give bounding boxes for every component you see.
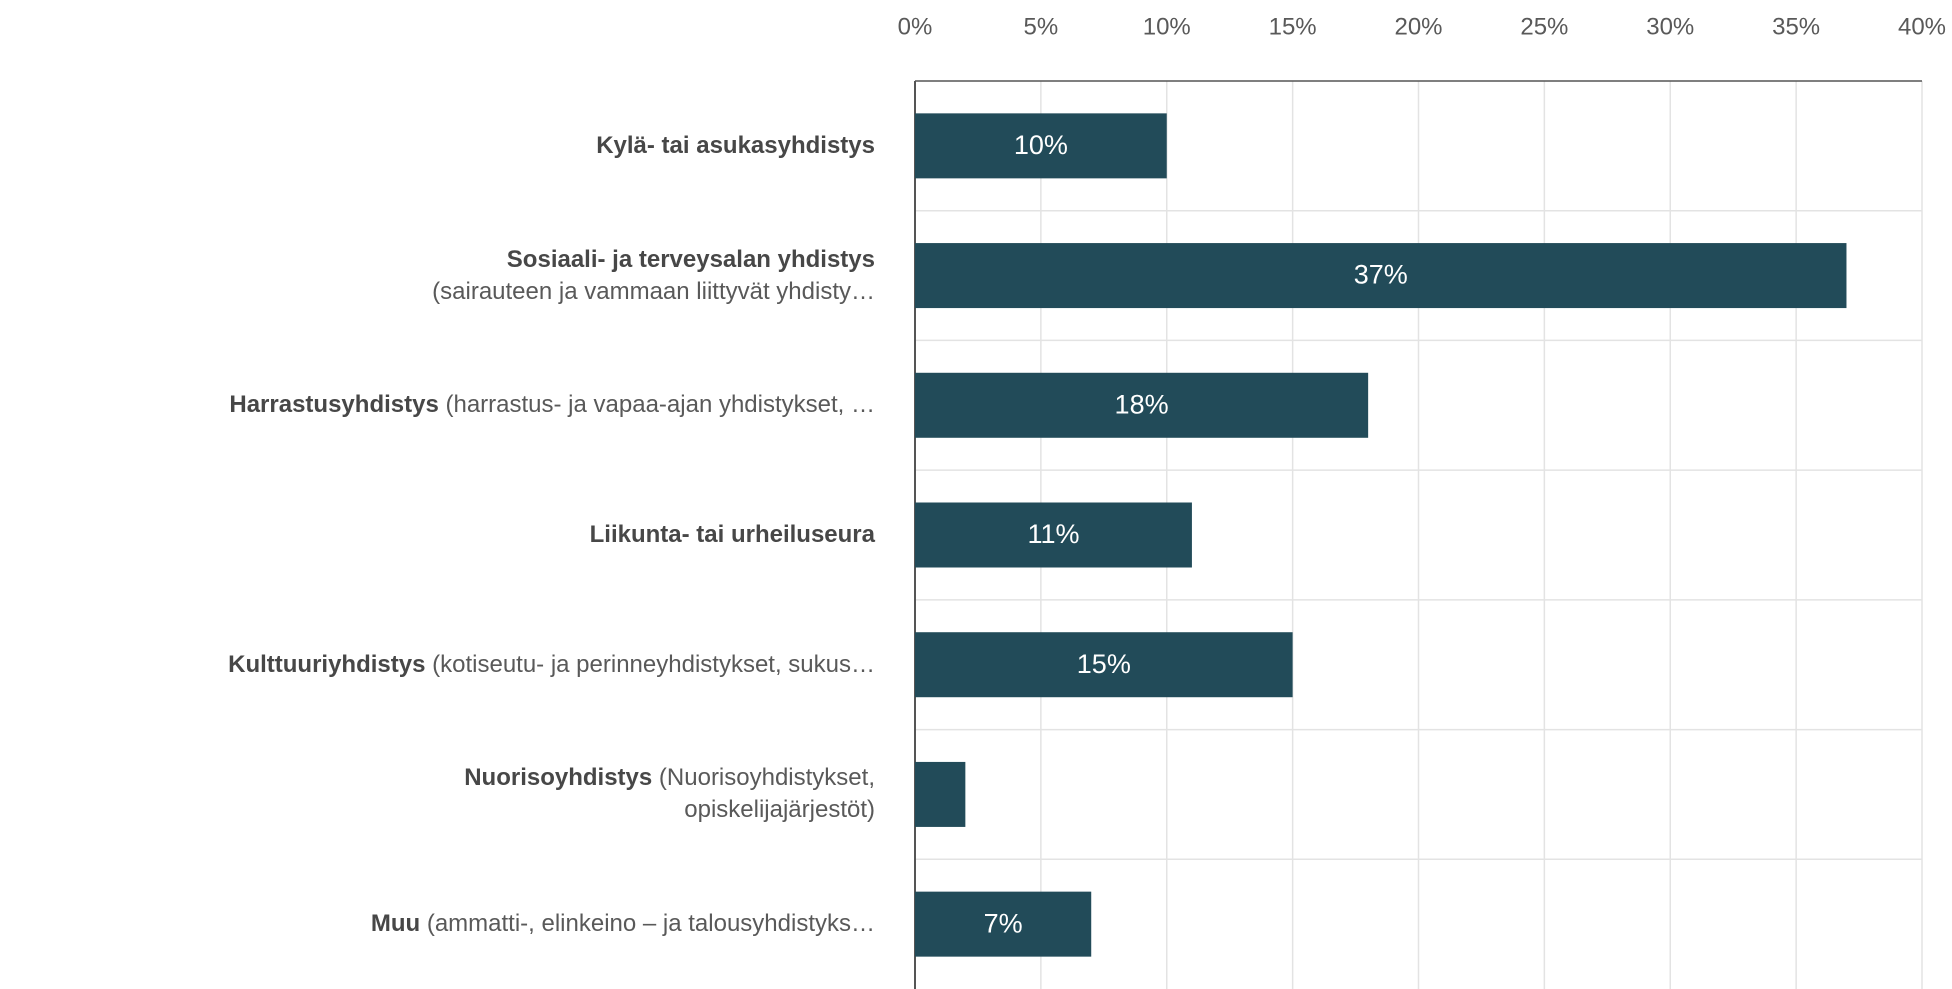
bar	[915, 632, 1293, 698]
category-detail: (sairauteen ja vammaan liittyvät yhdisty…	[432, 277, 875, 305]
label-line: (sairauteen ja vammaan liittyvät yhdisty…	[0, 276, 875, 308]
category-name: Kylä- tai asukasyhdistys	[596, 131, 875, 159]
category-label: Nuorisoyhdistys (Nuorisoyhdistykset, opis…	[0, 762, 875, 826]
category-name: Kulttuuriyhdistys	[228, 650, 426, 678]
data-label: 7%	[984, 908, 1023, 938]
category-name: Nuorisoyhdistys	[464, 764, 653, 792]
category-label: Liikunta- tai urheiluseura	[0, 519, 875, 551]
category-name: Liikunta- tai urheiluseura	[589, 521, 875, 548]
label-line: Liikunta- tai urheiluseura	[0, 519, 875, 551]
x-tick-label: 30%	[1646, 13, 1694, 40]
category-label: Muu (ammatti-, elinkeino – ja talousyhdi…	[0, 908, 875, 940]
x-tick-label: 0%	[898, 13, 933, 40]
bar	[915, 243, 1847, 309]
x-tick-label: 5%	[1024, 13, 1059, 40]
data-label: 37%	[1354, 260, 1408, 290]
bar	[915, 761, 966, 827]
bar	[915, 372, 1369, 438]
data-label: 11%	[1027, 519, 1079, 549]
x-tick-label: 10%	[1143, 13, 1191, 40]
category-detail: (kotiseutu- ja perinneyhdistykset, sukus…	[432, 650, 875, 678]
bar	[915, 891, 1092, 957]
label-line: Kulttuuriyhdistys (kotiseutu- ja perinne…	[0, 649, 875, 681]
x-tick-label: 40%	[1898, 13, 1946, 40]
category-detail: opiskelijajärjestöt)	[684, 796, 875, 824]
category-detail: (harrastus- ja vapaa-ajan yhdistykset, …	[445, 391, 875, 419]
label-line: Nuorisoyhdistys (Nuorisoyhdistykset,	[0, 762, 875, 794]
category-name: Muu	[370, 910, 421, 938]
data-label: 15%	[1077, 649, 1131, 679]
x-tick-label: 35%	[1772, 13, 1820, 40]
x-tick-label: 25%	[1520, 13, 1568, 40]
category-detail: (ammatti-, elinkeino – ja talousyhdistyk…	[426, 910, 875, 938]
category-detail: (Nuorisoyhdistykset,	[658, 764, 875, 792]
data-label: 10%	[1014, 130, 1068, 160]
label-line: Sosiaali- ja terveysalan yhdistys	[0, 244, 875, 276]
bar	[915, 502, 1192, 568]
label-line: Harrastusyhdistys (harrastus- ja vapaa-a…	[0, 389, 875, 421]
category-name: Harrastusyhdistys	[229, 391, 439, 419]
data-label: 18%	[1115, 389, 1169, 419]
label-line: Muu (ammatti-, elinkeino – ja talousyhdi…	[0, 908, 875, 940]
label-line: opiskelijajärjestöt)	[0, 794, 875, 826]
x-tick-label: 15%	[1269, 13, 1317, 40]
category-label: Kylä- tai asukasyhdistys	[0, 130, 875, 162]
category-label: Harrastusyhdistys (harrastus- ja vapaa-a…	[0, 389, 875, 421]
x-tick-label: 20%	[1394, 13, 1442, 40]
label-line: Kylä- tai asukasyhdistys	[0, 130, 875, 162]
category-label: Kulttuuriyhdistys (kotiseutu- ja perinne…	[0, 649, 875, 681]
category-label: Sosiaali- ja terveysalan yhdistys (sairau…	[0, 244, 875, 308]
bar	[915, 113, 1167, 179]
category-name: Sosiaali- ja terveysalan yhdistys	[506, 245, 875, 273]
